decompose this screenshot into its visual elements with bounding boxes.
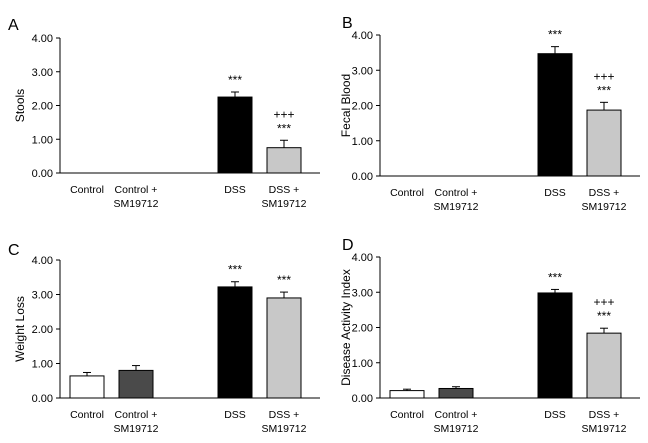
y-tick-label: 0.00 [352,393,373,405]
panel-b: B 0.00 1.00 2.00 3.00 4.00 Fecal Blood Control C… [339,15,640,213]
category-label: Control + [115,409,158,421]
y-tick-label: 1.00 [352,136,373,148]
significance-label: *** [597,83,611,97]
category-label: Control [70,409,104,421]
category-label: Control [390,187,424,199]
y-tick-label: 0.00 [32,168,53,180]
category-label: DSS [544,187,566,199]
significance-label: +++ [593,69,614,83]
y-tick-label: 3.00 [352,287,373,299]
panel-letter: D [342,237,354,254]
panel-c: C 0.00 1.00 2.00 3.00 4.00 Weight Loss Control C… [8,242,320,435]
category-label: SM19712 [582,423,627,435]
bar [266,297,302,399]
y-axis-label: Weight Loss [13,296,27,362]
panel-letter: A [8,17,19,34]
bar [118,369,154,399]
y-tick-label: 4.00 [32,255,53,267]
category-label: Control + [435,409,478,421]
y-tick-label: 2.00 [352,101,373,113]
panel-letter: B [342,15,353,32]
significance-label: *** [228,263,242,277]
y-tick-label: 3.00 [32,290,53,302]
category-label: SM19712 [582,201,627,213]
y-tick-label: 1.00 [32,359,53,371]
bar [217,286,253,399]
panel-letter: C [8,242,20,259]
category-label: DSS [224,184,246,196]
significance-label: *** [548,28,562,42]
category-label: Control [70,184,104,196]
panel-d: D 0.00 1.00 2.00 3.00 4.00 Disease Activity In… [339,237,640,435]
y-axis-label: Stools [13,89,27,122]
bar [389,390,425,399]
y-tick-label: 2.00 [32,324,53,336]
category-label: Control + [115,184,158,196]
bar [266,147,302,174]
significance-label: *** [277,121,291,135]
significance-label: +++ [273,107,294,121]
category-label: Control + [435,187,478,199]
y-tick-label: 3.00 [352,65,373,77]
y-tick-label: 4.00 [352,30,373,42]
y-axis-label: Disease Activity Index [339,269,353,386]
y-tick-label: 4.00 [32,33,53,45]
category-label: DSS + [269,409,300,421]
category-label: SM19712 [114,423,159,435]
category-label: DSS + [589,409,620,421]
category-label: SM19712 [114,198,159,210]
significance-label: *** [277,273,291,287]
category-label: DSS + [589,187,620,199]
category-label: SM19712 [262,198,307,210]
bar [217,96,253,174]
significance-label: *** [228,73,242,87]
bar [69,375,105,399]
bar [537,292,573,399]
significance-label: *** [597,309,611,323]
category-label: SM19712 [434,201,479,213]
significance-label: +++ [593,295,614,309]
y-tick-label: 4.00 [352,252,373,264]
bar [586,109,622,177]
y-tick-label: 2.00 [32,101,53,113]
y-tick-label: 1.00 [32,134,53,146]
y-tick-label: 2.00 [352,323,373,335]
bar [586,332,622,399]
category-label: Control [390,409,424,421]
category-label: DSS [544,409,566,421]
category-label: SM19712 [434,423,479,435]
y-axis-label: Fecal Blood [339,74,353,137]
category-label: DSS + [269,184,300,196]
bar [438,387,474,399]
y-tick-label: 0.00 [352,171,373,183]
category-label: DSS [224,409,246,421]
category-label: SM19712 [262,423,307,435]
panel-a: A 0.00 1.00 2.00 3.00 4.00 Stools Control Contro… [8,17,320,210]
y-tick-label: 0.00 [32,393,53,405]
y-tick-label: 3.00 [32,67,53,79]
bar [537,53,573,177]
significance-label: *** [548,270,562,284]
y-tick-label: 1.00 [352,358,373,370]
